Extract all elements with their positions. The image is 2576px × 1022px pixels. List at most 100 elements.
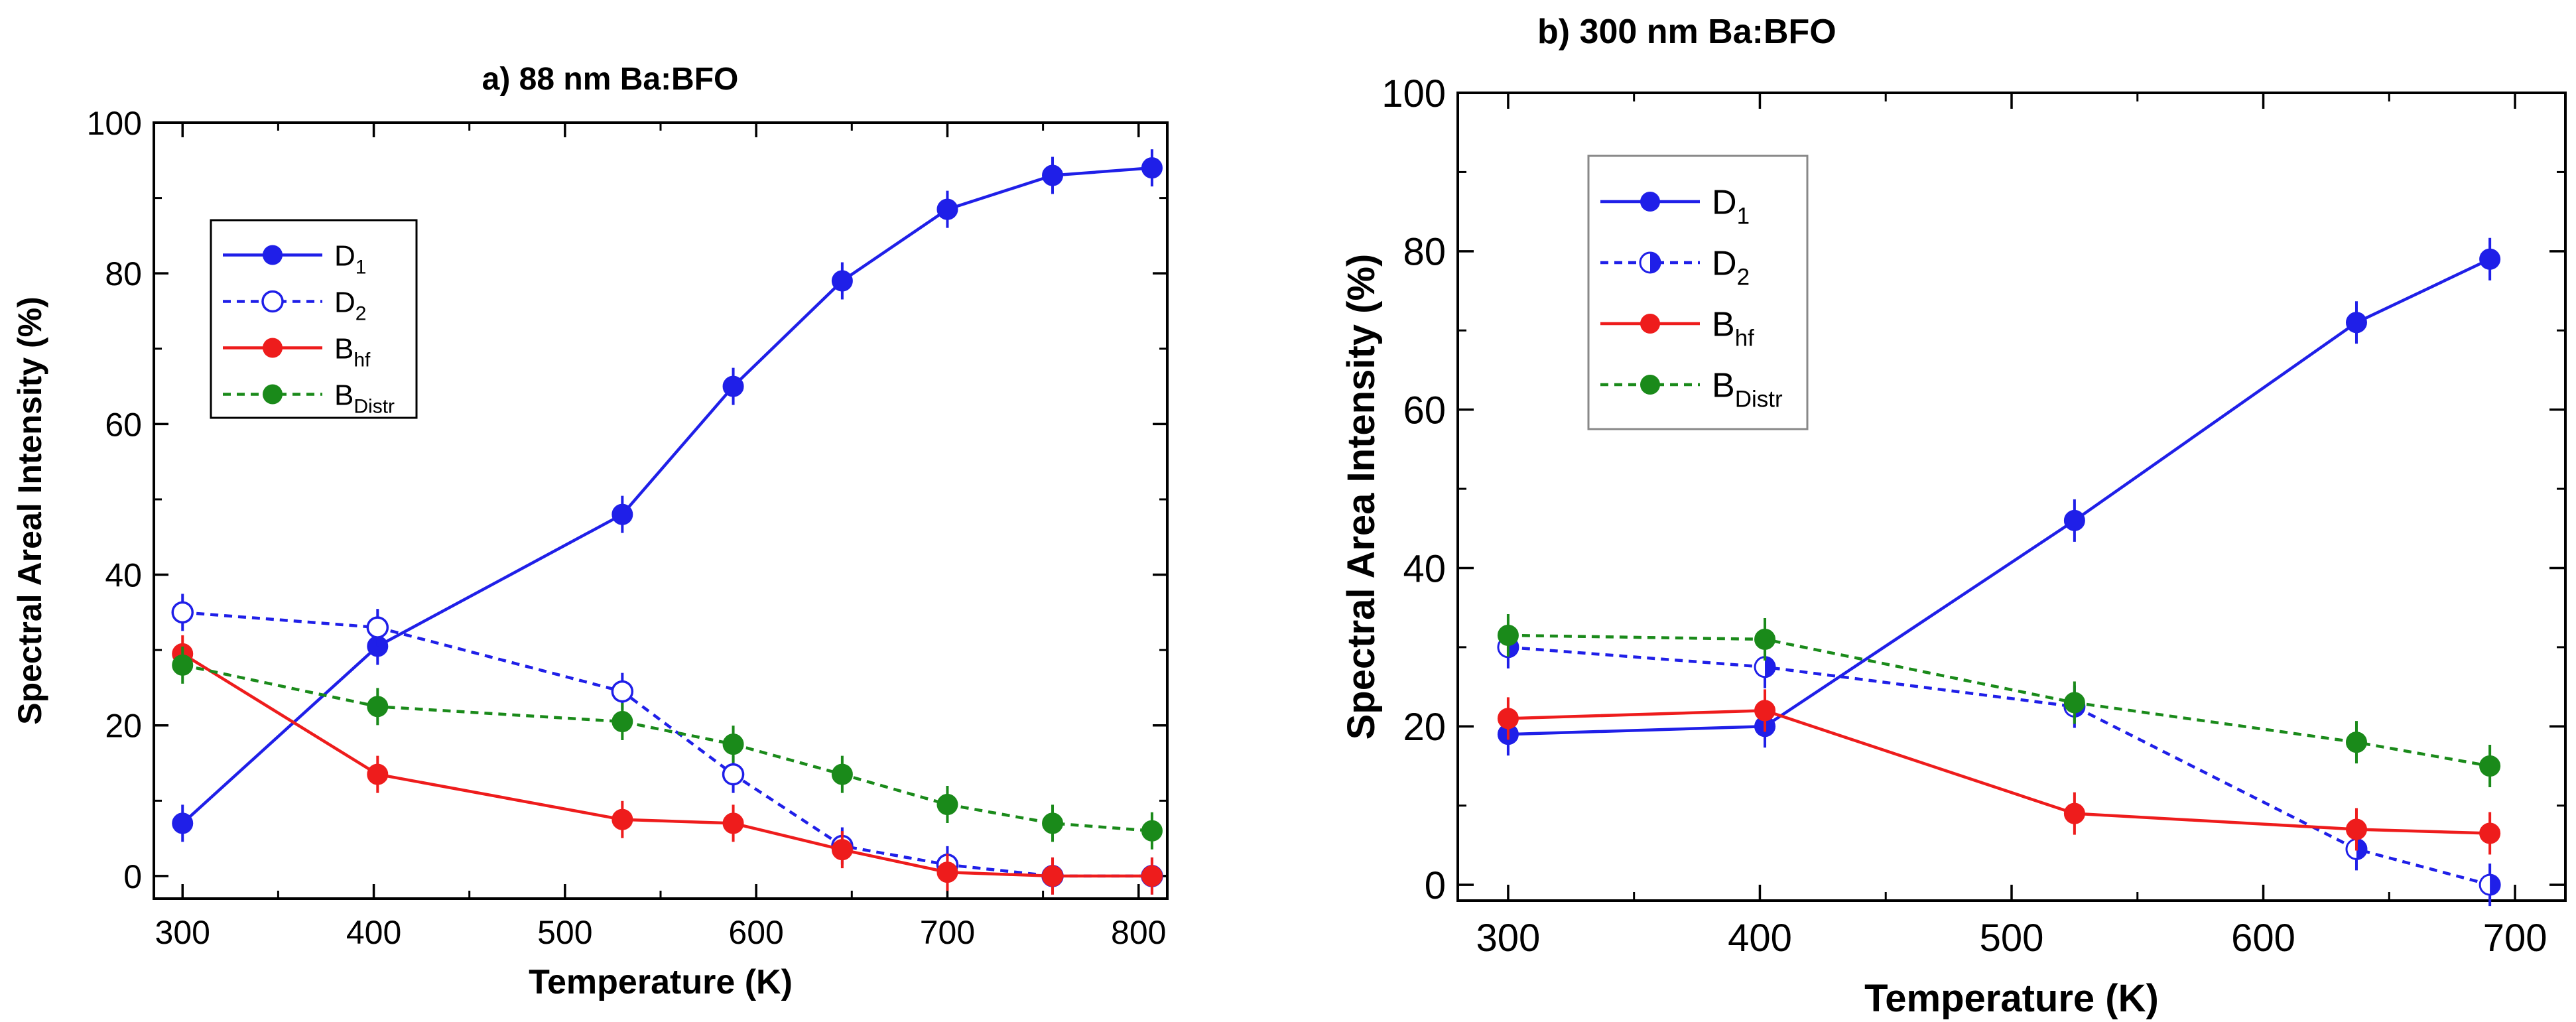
series-line xyxy=(181,166,1153,825)
y-tick-label: 20 xyxy=(1403,706,1446,749)
y-tick-label: 100 xyxy=(87,105,142,142)
data-point xyxy=(367,763,389,785)
chart-0: a) 88 nm Ba:BFO 300 400 500 600 700 800 0 20 40 60… xyxy=(11,62,1169,1001)
legend-marker xyxy=(1640,314,1660,334)
data-point xyxy=(1141,157,1163,179)
data-point xyxy=(2345,818,2367,840)
data-point xyxy=(936,862,958,883)
series-b-distr xyxy=(172,646,1163,850)
chart-title: b) 300 nm Ba:BFO xyxy=(1537,13,1836,51)
x-tick-label: 700 xyxy=(2483,917,2547,960)
data-point xyxy=(1141,865,1163,887)
data-point xyxy=(612,503,633,525)
data-point xyxy=(1042,164,1064,186)
data-point xyxy=(722,734,744,755)
data-point xyxy=(1042,812,1064,834)
data-point xyxy=(1754,628,1776,650)
y-tick-label: 80 xyxy=(105,255,142,292)
data-point xyxy=(172,812,194,834)
series-line xyxy=(1508,645,2490,887)
series-b-hf xyxy=(1497,689,2501,855)
data-point xyxy=(722,812,744,834)
y-tick-label: 60 xyxy=(105,406,142,443)
data-point xyxy=(611,680,634,703)
y-tick-label: 20 xyxy=(105,708,142,745)
series-line xyxy=(182,652,1152,878)
data-point-half xyxy=(1765,657,1775,677)
x-tick-label: 400 xyxy=(346,914,401,951)
y-axis-label: Spectral Area Intensity (%) xyxy=(1340,254,1383,740)
legend-marker xyxy=(261,290,284,313)
x-axis-label: Temperature (K) xyxy=(529,963,793,1001)
x-tick-label: 300 xyxy=(155,914,210,951)
data-point xyxy=(831,763,853,785)
data-point xyxy=(612,711,633,733)
legend-marker xyxy=(1640,375,1660,395)
x-tick-label: 300 xyxy=(1476,917,1541,960)
data-point xyxy=(172,654,194,676)
legend-label: BDistr xyxy=(334,379,395,417)
data-point xyxy=(1754,656,1776,678)
legend-label: BDistr xyxy=(1712,367,1783,413)
legend-marker xyxy=(1640,192,1660,212)
y-tick-label: 40 xyxy=(105,557,142,594)
data-point xyxy=(612,808,633,830)
data-point xyxy=(2479,248,2501,270)
data-point xyxy=(2345,838,2368,860)
x-tick-label: 500 xyxy=(537,914,592,951)
data-point xyxy=(1042,865,1064,887)
x-tick-label: 600 xyxy=(2231,917,2295,960)
data-point xyxy=(2479,755,2501,777)
data-point xyxy=(722,763,745,786)
x-axis-label: Temperature (K) xyxy=(1864,977,2159,1020)
y-tick-label: 60 xyxy=(1403,389,1446,432)
y-tick-label: 100 xyxy=(1382,72,1446,115)
data-point xyxy=(1497,708,1519,730)
data-point-half xyxy=(2490,875,2500,895)
data-point-half xyxy=(2356,839,2366,860)
data-point xyxy=(936,198,958,220)
x-tick-label: 500 xyxy=(1980,917,2044,960)
legend: D1 D2 Bhf BDistr xyxy=(1587,155,1809,430)
series-b-hf xyxy=(172,635,1163,895)
legend-label: Bhf xyxy=(1712,306,1754,351)
legend: D1 D2 Bhf BDistr xyxy=(210,219,418,419)
legend-label: D2 xyxy=(334,286,366,324)
series-line xyxy=(182,663,1153,833)
y-tick-label: 40 xyxy=(1403,547,1446,590)
data-point xyxy=(2063,692,2085,714)
y-tick-label: 0 xyxy=(1425,864,1446,907)
data-point xyxy=(2479,873,2501,896)
data-point xyxy=(831,839,853,861)
legend-label: D2 xyxy=(1712,245,1750,290)
data-point xyxy=(366,616,389,639)
legend-label: D1 xyxy=(1712,184,1750,229)
legend-marker xyxy=(263,245,283,265)
x-tick-label: 600 xyxy=(728,914,783,951)
data-point xyxy=(936,794,958,816)
data-point xyxy=(2345,312,2367,334)
x-tick-label: 700 xyxy=(920,914,975,951)
data-point xyxy=(1497,624,1519,646)
series-d2 xyxy=(171,594,1163,895)
data-point xyxy=(367,696,389,718)
legend-marker xyxy=(263,338,283,358)
data-point xyxy=(2063,802,2085,824)
x-tick-label: 400 xyxy=(1728,917,1792,960)
data-point xyxy=(722,375,744,397)
data-point xyxy=(831,270,853,292)
y-axis-label: Spectral Areal Intensity (%) xyxy=(11,296,48,725)
legend-box xyxy=(210,219,418,419)
data-point xyxy=(2479,822,2501,844)
legend-marker-half xyxy=(1650,253,1660,273)
legend-label: D1 xyxy=(334,239,366,278)
series-b-distr xyxy=(1497,613,2501,787)
chart-title: a) 88 nm Ba:BFO xyxy=(482,62,739,97)
legend-marker xyxy=(263,384,283,405)
data-point xyxy=(1141,820,1163,842)
y-tick-label: 80 xyxy=(1403,231,1446,274)
data-point xyxy=(2345,732,2367,753)
series-line xyxy=(1508,633,2490,768)
data-point xyxy=(2063,509,2085,531)
